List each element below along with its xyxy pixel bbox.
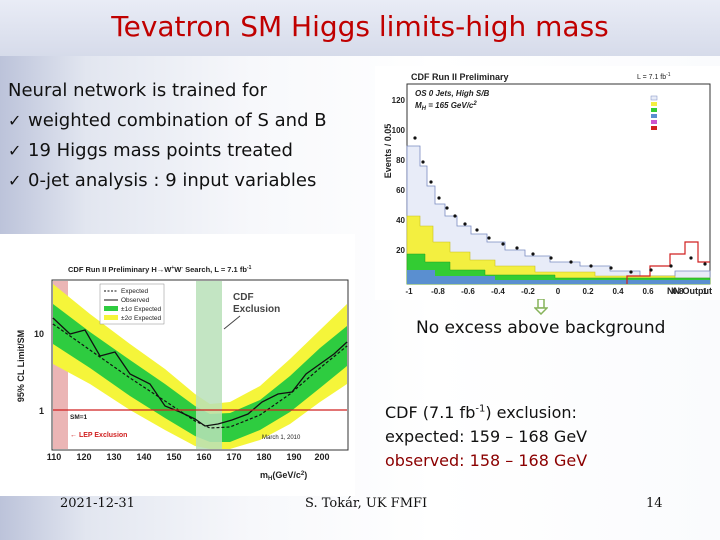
limit-xtick: 130 [106, 452, 121, 462]
nn-ytick: 40 [396, 216, 405, 225]
nn-header: CDF Run II Preliminary [411, 72, 509, 82]
nn-subtitle1: OS 0 Jets, High S/B [415, 89, 489, 98]
nn-xtick: 0 [556, 287, 561, 296]
limit-xlabel: mH(GeV/c2) [260, 470, 307, 482]
limit-date: March 1, 2010 [262, 435, 301, 441]
limit-xtick: 170 [226, 452, 241, 462]
footer-date: 2021-12-31 [60, 496, 135, 511]
bullet-text: 19 Higgs mass points treated [28, 140, 293, 161]
nn-output-plot: CDF Run II Preliminary L = 7.1 fb-1 Even… [375, 66, 720, 300]
nn-xtick: 0.2 [582, 287, 594, 296]
limit-xtick: 140 [136, 452, 151, 462]
nn-xtick: -0.2 [521, 287, 535, 296]
bullet-list: Neural network is trained for ✓ weighted … [8, 76, 327, 196]
exclusion-heading: CDF (7.1 fb-1) exclusion: [385, 403, 577, 422]
nn-ytick: 100 [392, 126, 406, 135]
cdf-exclusion-label2: Exclusion [233, 304, 280, 315]
bullet-item: ✓ 19 Higgs mass points treated [8, 136, 327, 166]
nn-xlabel: NN Output [667, 286, 712, 296]
nn-subtitle2: MH = 165 GeV/c2 [415, 101, 477, 112]
legend-item: Observed [121, 297, 150, 304]
legend-item: ±2σ Expected [121, 315, 161, 322]
sm-label: SM=1 [70, 414, 88, 421]
expected-range: expected: 159 – 168 GeV [385, 427, 588, 446]
legend-item: Expected [121, 288, 148, 295]
limit-xtick: 200 [314, 452, 329, 462]
limit-xtick: 120 [76, 452, 91, 462]
nn-data-points [413, 136, 707, 274]
check-icon: ✓ [8, 171, 22, 190]
slide-title: Tevatron SM Higgs limits-high mass [111, 10, 609, 43]
limit-xtick: 150 [166, 452, 181, 462]
limit-header: CDF Run II Preliminary H→W+W- Search, L … [68, 265, 252, 274]
nn-ylabel: Events / 0.05 [383, 124, 393, 179]
nn-xtick: -1 [405, 287, 413, 296]
bullet-text: weighted combination of S and B [28, 110, 327, 131]
lep-label: ← LEP Exclusion [70, 432, 127, 439]
nn-ytick: 20 [396, 246, 405, 255]
legend-item: ±1σ Expected [121, 306, 161, 313]
no-excess-note: No excess above background [416, 318, 666, 338]
nn-xtick: 0.4 [612, 287, 624, 296]
nn-xtick: -0.4 [491, 287, 505, 296]
limit-ylabel: 95% CL Limit/SM [16, 330, 26, 402]
limit-xtick: 190 [286, 452, 301, 462]
bullet-item: ✓ weighted combination of S and B [8, 106, 327, 136]
nn-xtick: -0.8 [431, 287, 445, 296]
limit-xtick: 180 [256, 452, 271, 462]
bullet-item: ✓ 0-jet analysis : 9 input variables [8, 166, 327, 196]
limit-plot: CDF Run II Preliminary H→W+W- Search, L … [0, 234, 355, 496]
cdf-exclusion-label1: CDF [233, 292, 254, 303]
nn-legend [650, 95, 658, 130]
bullet-text: 0-jet analysis : 9 input variables [28, 170, 317, 191]
down-arrow-icon [534, 299, 548, 315]
footer-author: S. Tokár, UK FMFI [305, 496, 428, 511]
check-icon: ✓ [8, 111, 22, 130]
nn-lumi: L = 7.1 fb-1 [637, 72, 671, 81]
title-bar [0, 0, 720, 56]
nn-xtick: -0.6 [461, 287, 475, 296]
limit-xtick: 110 [47, 452, 62, 462]
check-icon: ✓ [8, 141, 22, 160]
nn-ytick: 120 [392, 96, 406, 105]
limit-ytick: 10 [34, 329, 44, 339]
observed-range: observed: 158 – 168 GeV [385, 451, 588, 470]
limit-legend: Expected Observed ±1σ Expected ±2σ Expec… [99, 283, 165, 325]
page-number: 14 [646, 496, 663, 511]
nn-ytick: 60 [396, 186, 405, 195]
nn-xtick: 1 [703, 287, 708, 296]
intro-text: Neural network is trained for [8, 80, 267, 101]
nn-xtick: 0.8 [672, 287, 684, 296]
limit-ytick: 1 [39, 406, 44, 416]
nn-xtick: 0.6 [642, 287, 654, 296]
nn-ytick: 80 [396, 156, 405, 165]
limit-xtick: 160 [196, 452, 211, 462]
